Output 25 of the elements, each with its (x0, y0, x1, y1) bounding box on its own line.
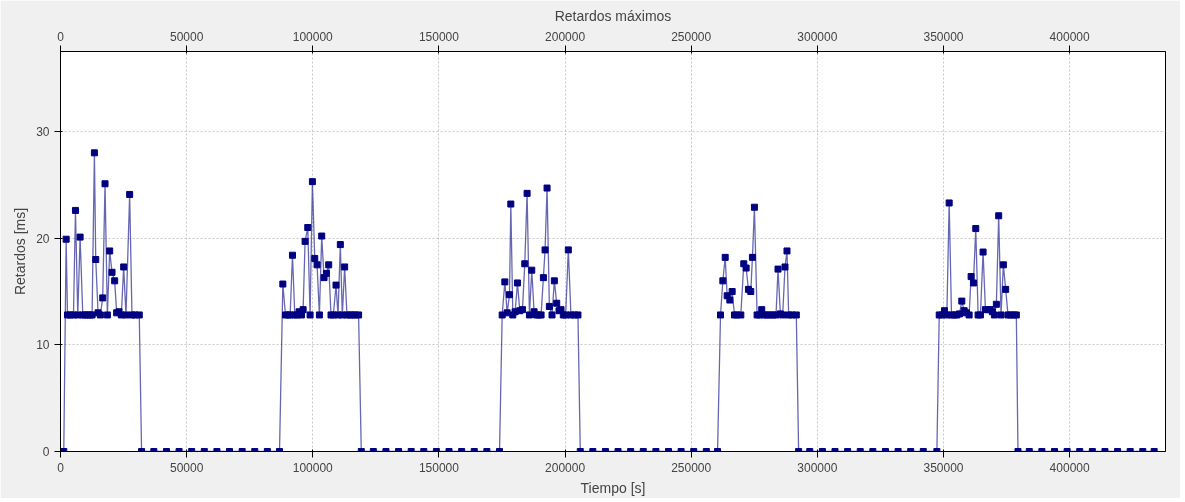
x2-tick-label: 100000 (292, 460, 334, 475)
x2-tick-label: 50000 (169, 460, 204, 475)
x-tick-label: 250000 (671, 29, 712, 44)
chart-title: Retardos máximos (554, 7, 672, 24)
y-tick-label: 20 (36, 231, 50, 246)
x-tick-label: 100000 (292, 29, 334, 44)
x2-tick-label: 150000 (418, 460, 460, 475)
x2-tick-label: 0 (57, 460, 65, 475)
x-tick-label: 0 (57, 29, 65, 44)
y-axis-title: Retardos [ms] (12, 207, 29, 296)
y-tick-label: 30 (36, 125, 50, 139)
x-tick-label: 350000 (923, 29, 964, 44)
x2-tick-label: 300000 (797, 460, 838, 475)
x-axis-title: Tiempo [s] (580, 479, 646, 496)
x-tick-label: 200000 (545, 29, 586, 44)
x2-tick-label: 250000 (671, 460, 712, 475)
y-tick-label: 0 (42, 445, 50, 459)
x-tick-label: 50000 (169, 29, 204, 44)
x-tick-label: 300000 (797, 29, 838, 44)
x-tick-label: 400000 (1049, 29, 1090, 44)
y-tick-label: 10 (36, 338, 50, 353)
x2-tick-label: 400000 (1049, 460, 1090, 475)
x2-tick-label: 350000 (923, 460, 964, 475)
x-tick-label: 150000 (418, 29, 460, 44)
x2-tick-label: 200000 (545, 460, 586, 475)
